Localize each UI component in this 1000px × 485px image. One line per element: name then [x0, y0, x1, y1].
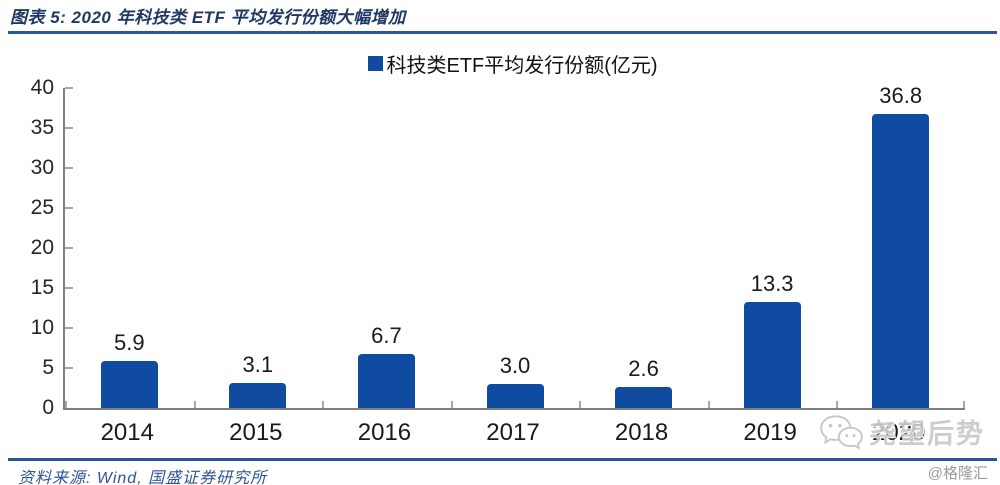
- y-tick: [65, 127, 73, 129]
- bar: [100, 360, 158, 408]
- x-axis-label: 2019: [743, 419, 797, 446]
- bar: [357, 354, 415, 408]
- bar: [229, 383, 287, 408]
- bar-value-label: 36.8: [879, 82, 923, 108]
- y-tick: [65, 327, 73, 329]
- y-axis-label: 10: [30, 316, 54, 339]
- y-axis-label: 20: [30, 236, 54, 259]
- x-axis-label: 2014: [100, 419, 154, 446]
- y-tick: [65, 287, 73, 289]
- bar: [486, 384, 544, 408]
- top-rule: [8, 31, 997, 34]
- bar-value-label: 3.1: [242, 352, 274, 378]
- plot-area: 5.9 3.1 6.7 3.0 2.6 13.3 36.8: [63, 83, 965, 410]
- bar-value-label: 6.7: [371, 323, 402, 349]
- x-tick: [450, 401, 453, 408]
- y-axis-label: 40: [30, 76, 54, 99]
- y-tick: [65, 367, 73, 369]
- x-axis-label: 2016: [357, 419, 412, 446]
- bar-value-label: 5.9: [113, 329, 145, 355]
- x-axis-labels: 2014 2015 2016 2017 2018 2019 2020: [63, 419, 963, 449]
- legend: 科技类ETF平均发行份额(亿元): [63, 49, 963, 78]
- figure-title: 图表 5: 2020 年科技类 ETF 平均发行份额大幅增加: [10, 8, 406, 27]
- x-tick: [836, 401, 839, 408]
- y-axis-label: 35: [30, 116, 54, 139]
- bottom-rule: [8, 458, 997, 461]
- y-tick: [65, 87, 73, 89]
- y-axis-label: 30: [30, 156, 54, 179]
- x-axis-label: 2020: [872, 419, 926, 446]
- x-tick: [963, 401, 965, 408]
- bar-value-label: 2.6: [628, 356, 659, 382]
- y-axis-label: 15: [30, 276, 54, 299]
- x-axis-label: 2017: [486, 419, 540, 446]
- bar: [615, 387, 673, 408]
- source-note: 资料来源: Wind, 国盛证券研究所: [18, 470, 268, 485]
- x-tick: [65, 401, 67, 408]
- x-tick: [193, 401, 196, 408]
- y-axis-label: 5: [42, 356, 54, 379]
- bar: [872, 113, 930, 408]
- site-credit: @格隆汇: [927, 465, 988, 482]
- x-tick: [322, 401, 325, 408]
- y-axis-label: 25: [30, 196, 54, 219]
- x-tick: [579, 401, 582, 408]
- y-tick: [65, 167, 73, 169]
- y-axis-label: 0: [42, 396, 54, 419]
- legend-swatch: [368, 56, 384, 71]
- bar-value-label: 3.0: [499, 353, 531, 378]
- x-axis-label: 2018: [614, 419, 669, 446]
- bar-value-label: 13.3: [750, 270, 794, 296]
- bar: [743, 301, 801, 408]
- x-axis-label: 2015: [229, 419, 283, 446]
- y-tick: [65, 207, 73, 209]
- x-tick: [707, 401, 710, 408]
- legend-label: 科技类ETF平均发行份额(亿元): [386, 55, 658, 77]
- y-tick: [65, 247, 73, 249]
